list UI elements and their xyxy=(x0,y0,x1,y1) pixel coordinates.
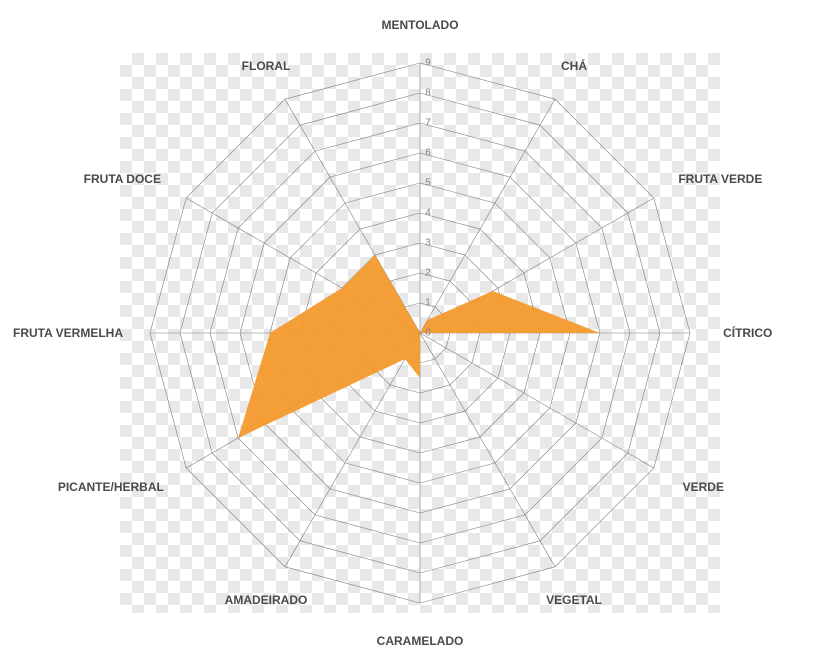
axis-label: VEGETAL xyxy=(546,593,602,607)
data-polygon xyxy=(238,255,600,438)
axis-label: MENTOLADO xyxy=(381,18,458,32)
ring-tick-label: 2 xyxy=(425,268,431,279)
radar-chart-container: 0 1 2 3 4 5 6 7 8 9 MENTOLADO CHÁ FRUTA VERDE CÍTRICO… xyxy=(0,0,840,667)
ring-tick-label: 7 xyxy=(425,118,431,129)
radar-chart-svg xyxy=(0,0,840,667)
ring-tick-label: 1 xyxy=(425,298,431,309)
grid-spoke xyxy=(420,333,654,468)
ring-tick-label: 0 xyxy=(425,328,431,339)
axis-label: VERDE xyxy=(683,480,724,494)
axis-label: PICANTE/HERBAL xyxy=(58,480,164,494)
ring-tick-label: 9 xyxy=(425,58,431,69)
axis-label: FLORAL xyxy=(242,59,291,73)
ring-tick-label: 6 xyxy=(425,148,431,159)
axis-label: FRUTA VERMELHA xyxy=(13,326,123,340)
axis-label: CHÁ xyxy=(561,59,587,73)
axis-label: AMADEIRADO xyxy=(225,593,308,607)
ring-tick-label: 3 xyxy=(425,238,431,249)
grid-spoke xyxy=(420,333,555,567)
axis-label: CÍTRICO xyxy=(723,326,772,340)
ring-tick-label: 5 xyxy=(425,178,431,189)
ring-tick-label: 4 xyxy=(425,208,431,219)
axis-label: FRUTA DOCE xyxy=(84,172,161,186)
axis-label: CARAMELADO xyxy=(377,634,464,648)
ring-tick-label: 8 xyxy=(425,88,431,99)
axis-label: FRUTA VERDE xyxy=(678,172,762,186)
